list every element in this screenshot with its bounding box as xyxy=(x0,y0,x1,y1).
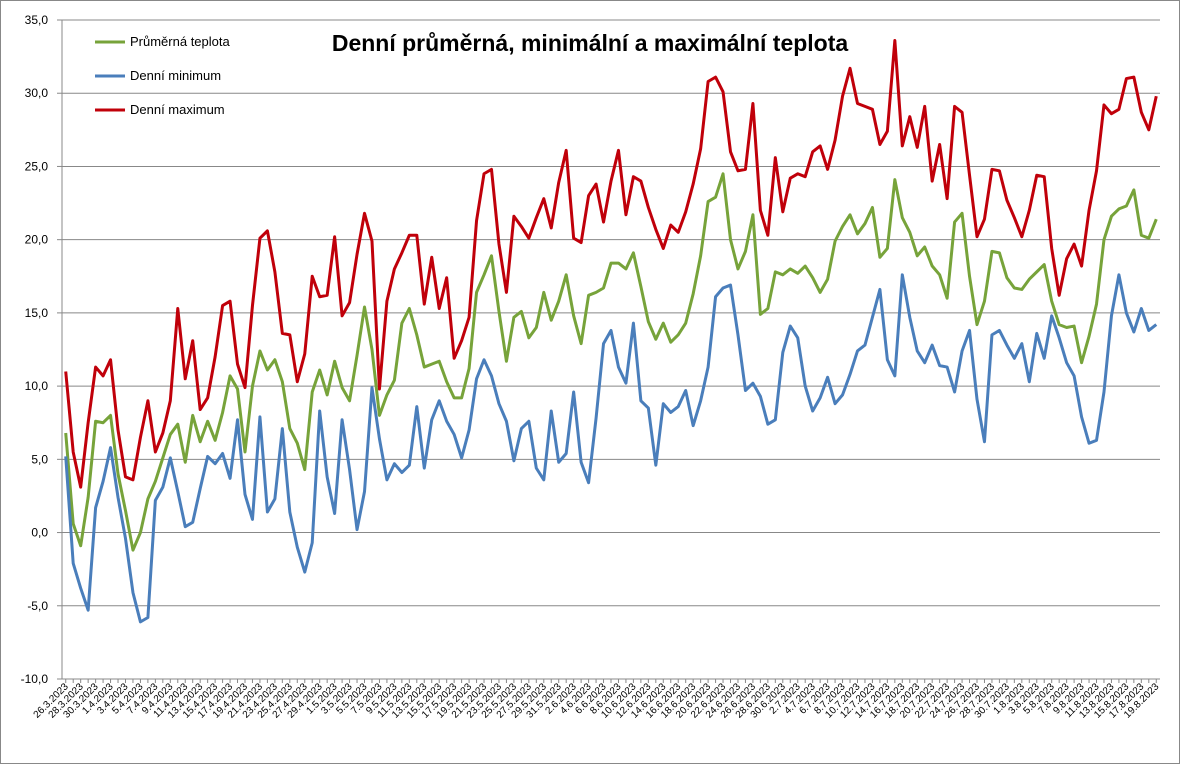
y-tick-label: 20,0 xyxy=(25,233,49,247)
y-tick-label: 25,0 xyxy=(25,159,49,173)
y-tick-label: 15,0 xyxy=(25,306,49,320)
legend-label: Denní maximum xyxy=(130,102,225,117)
y-tick-label: 30,0 xyxy=(25,86,49,100)
legend-label: Průměrná teplota xyxy=(130,34,230,49)
y-tick-label: 10,0 xyxy=(25,379,49,393)
y-tick-label: -5,0 xyxy=(27,599,48,613)
y-tick-label: 0,0 xyxy=(31,526,48,540)
chart-title: Denní průměrná, minimální a maximální te… xyxy=(332,30,849,56)
y-tick-label: -10,0 xyxy=(21,672,49,686)
legend-label: Denní minimum xyxy=(130,68,221,83)
y-tick-label: 35,0 xyxy=(25,13,49,27)
series-line xyxy=(64,39,1158,489)
y-tick-label: 5,0 xyxy=(31,452,48,466)
series-line xyxy=(64,172,1158,552)
series-line xyxy=(64,273,1158,624)
